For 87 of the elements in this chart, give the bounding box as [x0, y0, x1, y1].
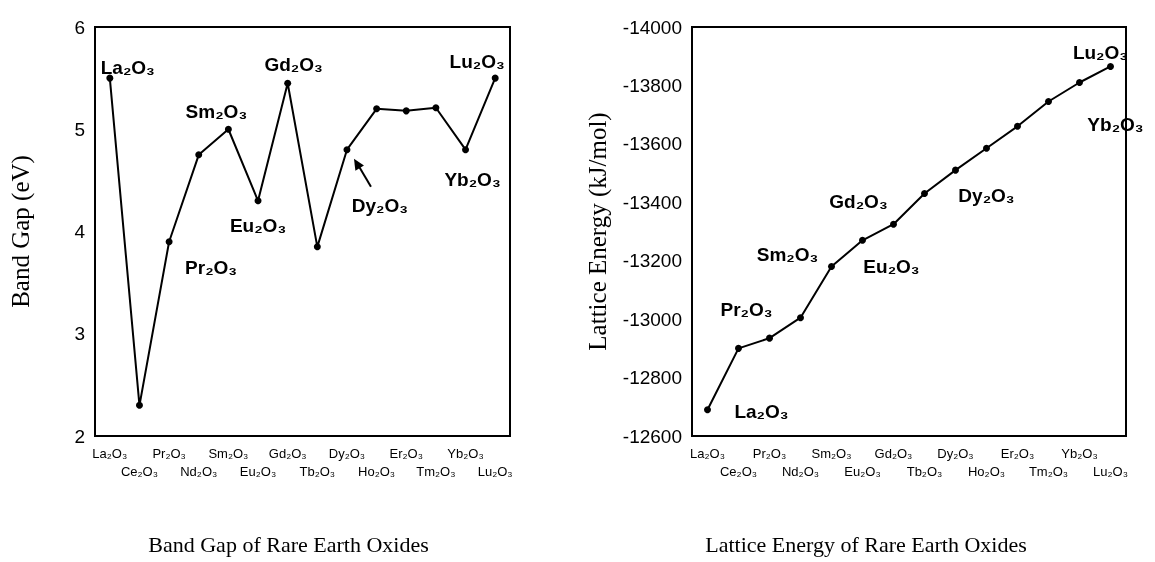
y-tick-label: 2 [74, 425, 85, 447]
annotation: Lu₂O₃ [449, 50, 505, 72]
annotation: La₂O₃ [100, 56, 155, 78]
x-tick-label: Yb₂O₃ [1061, 445, 1098, 461]
x-tick-label: Tb₂O₃ [906, 463, 943, 479]
x-tick-label: Er₂O₃ [1000, 445, 1035, 461]
point [135, 401, 143, 409]
point [284, 79, 292, 87]
x-tick-label: Er₂O₃ [389, 445, 423, 461]
x-tick-label: Gd₂O₃ [874, 445, 913, 461]
y-axis-title: Lattice Energy (kJ/mol) [584, 112, 612, 351]
x-tick-label: Gd₂O₃ [268, 445, 307, 461]
annotation: Sm₂O₃ [185, 100, 248, 122]
x-tick-label: Dy₂O₃ [937, 445, 974, 461]
point [952, 166, 959, 174]
x-tick-label: Nd₂O₃ [781, 463, 820, 479]
point [254, 197, 262, 205]
point [195, 151, 203, 159]
x-tick-label: La₂O₃ [690, 445, 725, 461]
x-tick-label: Tm₂O₃ [416, 463, 456, 479]
y-tick-label: -13800 [622, 74, 682, 96]
y-tick-label: -13600 [622, 133, 682, 155]
point [165, 238, 173, 246]
y-axis-title: Band Gap (eV) [7, 155, 35, 308]
x-tick-label: Tm₂O₃ [1028, 463, 1069, 479]
x-tick-label: Dy₂O₃ [328, 445, 366, 461]
y-tick-label: 5 [74, 118, 85, 140]
point [797, 314, 804, 322]
x-tick-label: Pr₂O₃ [752, 445, 787, 461]
y-tick-label: -12800 [622, 367, 682, 389]
annotation: Lu₂O₃ [1072, 41, 1129, 63]
y-tick-label: 4 [74, 221, 86, 242]
annotation: Dy₂O₃ [958, 184, 1015, 206]
point [432, 104, 440, 112]
x-tick-label: Yb₂O₃ [447, 445, 484, 461]
point [1014, 122, 1021, 130]
y-tick-label: -14000 [622, 16, 682, 38]
x-tick-label: Sm₂O₃ [208, 445, 249, 461]
annotation: Pr₂O₃ [720, 298, 773, 320]
point [859, 236, 866, 244]
annotation: Gd₂O₃ [264, 53, 323, 75]
point [224, 125, 232, 133]
x-tick-label: La₂O₃ [92, 445, 128, 461]
point [921, 190, 928, 198]
x-tick-label: Sm₂O₃ [811, 445, 852, 461]
point [343, 146, 351, 154]
point [828, 263, 835, 271]
annotation: Dy₂O₃ [351, 195, 409, 217]
annotation: Pr₂O₃ [185, 257, 238, 279]
point [704, 406, 711, 414]
y-tick-label: 6 [74, 16, 85, 38]
x-tick-label: Nd₂O₃ [180, 463, 218, 479]
x-tick-label: Tb₂O₃ [299, 463, 336, 479]
point [890, 220, 897, 228]
x-tick-label: Ho₂O₃ [967, 463, 1006, 479]
point [1045, 98, 1052, 105]
x-tick-label: Ce₂O₃ [719, 463, 758, 479]
point [983, 144, 990, 152]
x-tick-label: Ce₂O₃ [120, 463, 158, 479]
point [402, 107, 410, 115]
annotation: Eu₂O₃ [229, 215, 287, 237]
x-tick-label: Lu₂O₃ [477, 463, 513, 479]
point [766, 334, 773, 342]
annotation: La₂O₃ [734, 401, 789, 423]
point [1107, 62, 1114, 70]
y-tick-label: -12600 [622, 425, 682, 447]
point [373, 105, 381, 113]
x-tick-label: Pr₂O₃ [152, 445, 186, 461]
point [735, 344, 742, 352]
point [1076, 79, 1083, 87]
text: Lattice Energy of Rare Earth Oxides [705, 531, 1027, 557]
y-tick-label: 3 [74, 323, 85, 345]
annotation: Yb₂O₃ [444, 169, 501, 191]
annotation: Gd₂O₃ [829, 190, 888, 212]
y-tick-label: -13000 [622, 308, 682, 330]
annotation: Eu₂O₃ [863, 255, 920, 277]
x-tick-label: Eu₂O₃ [844, 463, 881, 479]
x-tick-label: Ho₂O₃ [358, 463, 396, 479]
point [313, 243, 321, 251]
annotation: Sm₂O₃ [756, 244, 819, 266]
x-tick-label: Lu₂O₃ [1093, 463, 1128, 479]
point [491, 74, 499, 82]
point [462, 146, 470, 154]
text: Band Gap of Rare Earth Oxides [148, 531, 429, 557]
y-tick-label: -13400 [622, 191, 682, 213]
x-tick-label: Eu₂O₃ [239, 463, 277, 479]
y-tick-label: -13200 [622, 250, 682, 272]
